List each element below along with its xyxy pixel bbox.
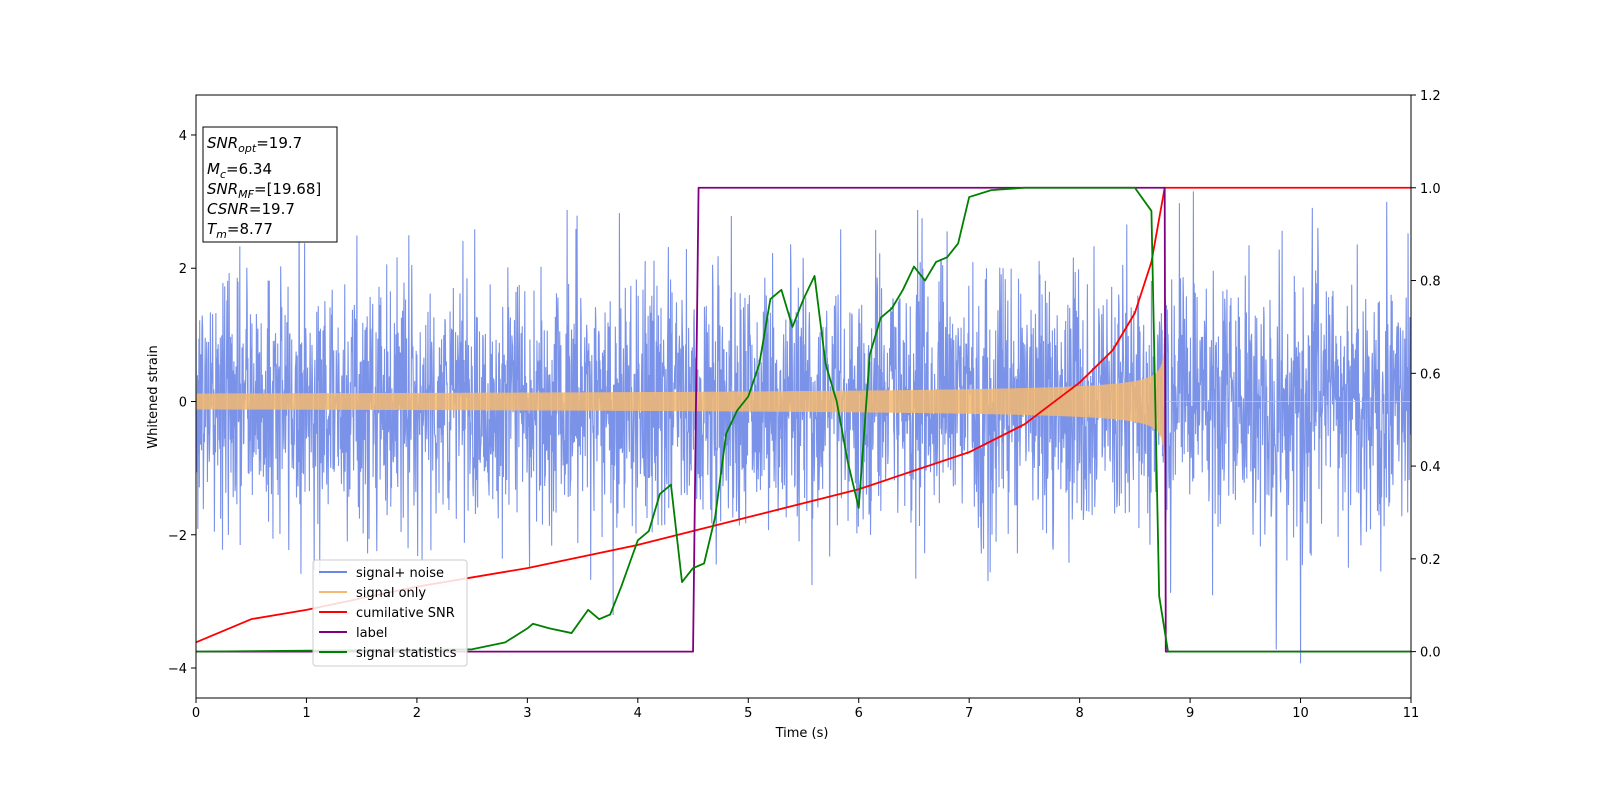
x-tick-label: 1 [302, 706, 310, 721]
x-tick-label: 6 [855, 706, 863, 721]
y2-tick-label: 0.0 [1420, 646, 1441, 661]
legend-entry-signal-only: signal only [319, 586, 426, 601]
y2-tick-label: 0.6 [1420, 367, 1441, 382]
y2-tick-label: 0.8 [1420, 275, 1441, 290]
annotation-box: SNRopt=19.7 Mc=6.34 SNRMF=[19.68] CSNR=1… [202, 126, 338, 243]
y2-tick-label: 0.4 [1420, 460, 1441, 475]
x-tick-label: 9 [1186, 706, 1194, 721]
x-tick-label: 3 [523, 706, 531, 721]
annotation-snr-mf: SNRMF=[19.68] [207, 180, 321, 201]
x-axis-label: Time (s) [775, 726, 829, 741]
series-signal-statistics [196, 186, 1411, 653]
y2-tick-label: 1.2 [1420, 89, 1441, 104]
y2-tick-label: 0.2 [1420, 553, 1441, 568]
y-tick-label: 0 [179, 395, 187, 410]
legend: signal+ noise signal only cumilative SNR… [312, 559, 468, 667]
legend-entry-label: label [319, 626, 387, 641]
y-axis-left: 4 2 0 −2 −4 [168, 129, 196, 677]
y-tick-label: 2 [179, 262, 187, 277]
legend-label-signal-statistics: signal statistics [356, 646, 457, 661]
y-tick-label: 4 [179, 129, 187, 144]
x-tick-label: 10 [1292, 706, 1309, 721]
legend-entry-signal-statistics: signal statistics [319, 646, 457, 661]
legend-entry-signal-noise: signal+ noise [319, 566, 444, 581]
legend-frame [312, 559, 468, 667]
x-tick-label: 4 [634, 706, 642, 721]
x-tick-label: 0 [192, 706, 200, 721]
x-tick-label: 8 [1075, 706, 1083, 721]
x-tick-label: 7 [965, 706, 973, 721]
annotation-tm: Tm=8.77 [207, 220, 273, 241]
y-axis-right: 1.2 1.0 0.8 0.6 0.4 0.2 0.0 [1411, 89, 1441, 661]
x-axis: 0 1 2 3 4 5 6 7 8 9 10 11 [192, 698, 1419, 721]
plot-frame [195, 94, 1412, 699]
annotation-frame [202, 126, 338, 243]
x-tick-label: 5 [744, 706, 752, 721]
series-signal-only [196, 337, 1411, 455]
x-tick-label: 11 [1403, 706, 1420, 721]
legend-label-signal-noise: signal+ noise [356, 566, 444, 581]
y-tick-label: −4 [168, 662, 187, 677]
legend-label-cumulative-snr: cumilative SNR [356, 606, 455, 621]
legend-label-label: label [356, 626, 387, 641]
y-axis-label: Whitened strain [146, 345, 161, 448]
legend-label-signal-only: signal only [356, 586, 426, 601]
annotation-csnr: CSNR=19.7 [207, 200, 295, 218]
y-tick-label: −2 [168, 529, 187, 544]
x-tick-label: 2 [413, 706, 421, 721]
annotation-snr-opt: SNRopt=19.7 [207, 134, 302, 155]
legend-entry-cumulative-snr: cumilative SNR [319, 606, 455, 621]
y2-tick-label: 1.0 [1420, 182, 1441, 197]
annotation-mc: Mc=6.34 [207, 160, 272, 181]
